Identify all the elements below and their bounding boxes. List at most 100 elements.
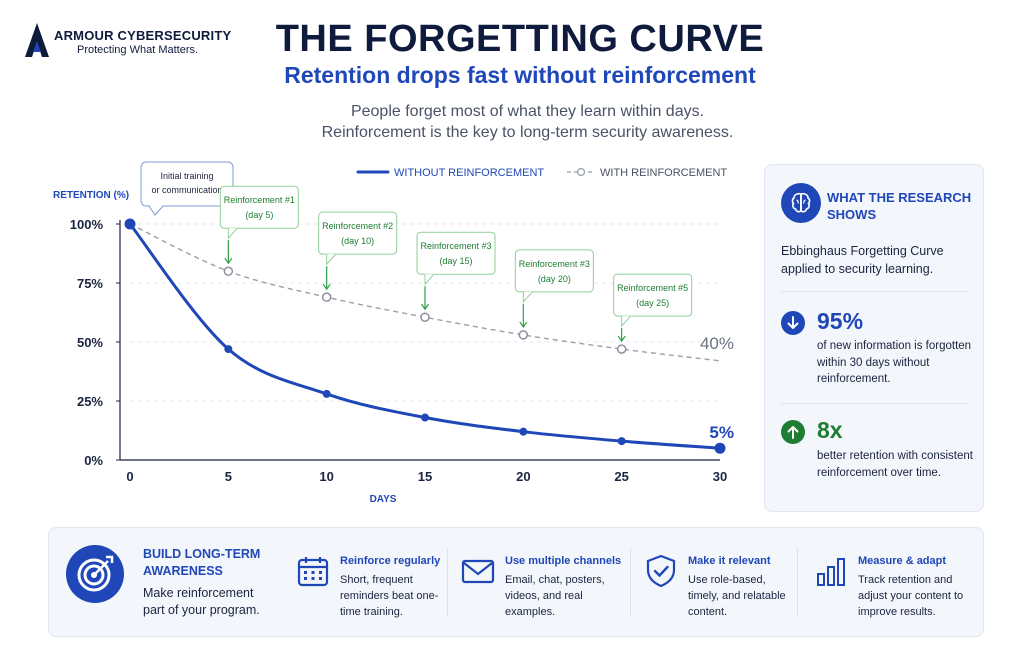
data-point-with-reinforcement bbox=[518, 330, 529, 340]
annotation-arrow-head bbox=[421, 303, 429, 311]
x-axis-label: DAYS bbox=[370, 494, 397, 505]
calendar-icon bbox=[297, 557, 329, 587]
x-tick-label: 0 bbox=[126, 469, 133, 484]
annotation-text: Initial training bbox=[160, 171, 213, 181]
annotation-pointer bbox=[227, 227, 238, 240]
research-panel: WHAT THE RESEARCH SHOWS Ebbinghaus Forge… bbox=[764, 164, 984, 512]
data-point-with-reinforcement bbox=[223, 266, 234, 276]
data-point-with-reinforcement bbox=[420, 312, 430, 322]
tip-reinforce: Reinforce regularly Short, frequent remi… bbox=[296, 546, 446, 626]
armour-logo-icon bbox=[25, 23, 49, 57]
data-point-without-reinforcement bbox=[124, 218, 136, 230]
annotation-box-reinforcement bbox=[613, 273, 693, 317]
page-title: THE FORGETTING CURVE bbox=[275, 18, 765, 60]
annotation-box-reinforcement bbox=[318, 211, 398, 255]
tip-title: Make it relevant bbox=[688, 555, 771, 567]
annotation-text: (day 15) bbox=[439, 256, 472, 266]
annotation-box-reinforcement bbox=[514, 249, 594, 293]
forgetting-curve-chart: 100% 75% 50% 25% 0% 0 5 10 15 20 25 30 RETENTION (%)… bbox=[53, 161, 734, 505]
y-tick-label: 75% bbox=[77, 276, 103, 291]
intro-line-2: Reinforcement is the key to long-term se… bbox=[321, 124, 734, 141]
stat-desc-forgotten: of new information is forgotten within 3… bbox=[817, 340, 972, 385]
target-icon bbox=[66, 545, 124, 603]
annotation-text: Reinforcement #3 bbox=[519, 259, 590, 269]
divider bbox=[447, 548, 448, 616]
annotation-arrow-head bbox=[322, 283, 331, 291]
page-subtitle: Retention drops fast without reinforceme… bbox=[284, 62, 756, 88]
tip-measure: Measure & adapt Track retention and adju… bbox=[814, 546, 964, 626]
brand-logo: ARMOUR CYBERSECURITY Protecting What Mat… bbox=[24, 22, 264, 62]
divider bbox=[630, 548, 631, 616]
awareness-desc: Make reinforcement part of your program. bbox=[143, 586, 260, 617]
y-axis-label: RETENTION (%) bbox=[53, 190, 129, 201]
stat-value-retention: 8x bbox=[817, 417, 843, 443]
x-tick-label: 30 bbox=[713, 469, 727, 484]
tip-title: Use multiple channels bbox=[505, 555, 622, 567]
intro-line-1: People forget most of what they learn wi… bbox=[350, 103, 705, 120]
data-point-without-reinforcement bbox=[714, 442, 726, 454]
tip-title: Measure & adapt bbox=[858, 555, 947, 567]
envelope-icon bbox=[461, 559, 495, 584]
legend-label-without: WITHOUT REINFORCEMENT bbox=[394, 167, 544, 179]
annotation-box-reinforcement bbox=[219, 185, 299, 229]
x-tick-label: 10 bbox=[319, 469, 333, 484]
tip-desc: Track retention and adjust your content … bbox=[858, 574, 964, 618]
stat-value-forgotten: 95% bbox=[817, 308, 864, 334]
stat-desc-retention: better retention with consistent reinfor… bbox=[817, 450, 973, 479]
annotation-text: Reinforcement #5 bbox=[617, 283, 688, 293]
annotation-text: (day 25) bbox=[636, 298, 669, 308]
tip-relevant: Make it relevant Use role-based, timely,… bbox=[644, 546, 794, 626]
tip-channels: Use multiple channels Email, chat, poste… bbox=[461, 546, 621, 626]
tip-desc: Use role-based, timely, and relatable co… bbox=[688, 574, 786, 618]
research-description: Ebbinghaus Forgetting Curve applied to s… bbox=[781, 244, 944, 276]
annotation-arrow-head bbox=[519, 321, 528, 328]
x-tick-label: 25 bbox=[614, 469, 628, 484]
tips-strip: BUILD LONG-TERM AWARENESS Make reinforce… bbox=[48, 527, 984, 637]
end-value-label: 5% bbox=[709, 423, 734, 442]
data-point-without-reinforcement bbox=[519, 427, 528, 436]
annotation-arrow-head bbox=[617, 335, 626, 343]
x-tick-label: 5 bbox=[225, 469, 232, 484]
divider bbox=[797, 548, 798, 616]
data-point-without-reinforcement bbox=[617, 437, 626, 446]
tip-title: Reinforce regularly bbox=[340, 555, 441, 567]
annotation-text: Reinforcement #2 bbox=[322, 221, 393, 231]
divider bbox=[781, 403, 969, 404]
annotation-box-reinforcement bbox=[416, 231, 496, 275]
tip-desc: Email, chat, posters, videos, and real e… bbox=[505, 574, 605, 618]
x-tick-label: 20 bbox=[516, 469, 530, 484]
y-tick-label: 0% bbox=[84, 453, 103, 468]
legend-marker-with bbox=[576, 167, 586, 177]
data-point-without-reinforcement bbox=[421, 413, 429, 422]
brain-icon bbox=[781, 183, 821, 223]
annotation-box-initial bbox=[140, 161, 234, 207]
awareness-title: BUILD LONG-TERM AWARENESS bbox=[143, 547, 261, 578]
arrow-up-icon bbox=[781, 420, 805, 444]
annotation-pointer bbox=[326, 253, 337, 266]
research-title: WHAT THE RESEARCH SHOWS bbox=[827, 190, 972, 222]
intro-text: People forget most of what they learn wi… bbox=[0, 101, 1024, 143]
brand-name: ARMOUR CYBERSECURITY bbox=[54, 28, 232, 43]
arrow-down-icon bbox=[781, 311, 805, 335]
divider bbox=[781, 291, 969, 292]
annotation-text: or communication bbox=[151, 185, 222, 195]
annotation-text: (day 10) bbox=[341, 236, 374, 246]
annotation-text: Reinforcement #3 bbox=[420, 241, 491, 251]
annotation-text: Reinforcement #1 bbox=[224, 195, 295, 205]
x-tick-label: 15 bbox=[418, 469, 432, 484]
data-point-with-reinforcement bbox=[616, 344, 627, 354]
brand-tagline: Protecting What Matters. bbox=[77, 44, 199, 56]
annotation-pointer bbox=[621, 315, 632, 328]
data-point-with-reinforcement bbox=[321, 292, 332, 302]
annotation-pointer bbox=[522, 291, 533, 304]
annotation-text: (day 20) bbox=[538, 274, 571, 284]
annotation-pointer bbox=[424, 273, 435, 286]
shield-check-icon bbox=[646, 554, 676, 588]
tip-desc: Short, frequent reminders beat one-time … bbox=[340, 574, 439, 618]
bar-chart-icon bbox=[817, 558, 845, 586]
data-point-without-reinforcement bbox=[224, 345, 233, 354]
y-tick-label: 100% bbox=[70, 217, 104, 232]
annotation-pointer bbox=[148, 205, 165, 216]
annotation-text: (day 5) bbox=[245, 210, 273, 220]
y-tick-label: 50% bbox=[77, 335, 103, 350]
